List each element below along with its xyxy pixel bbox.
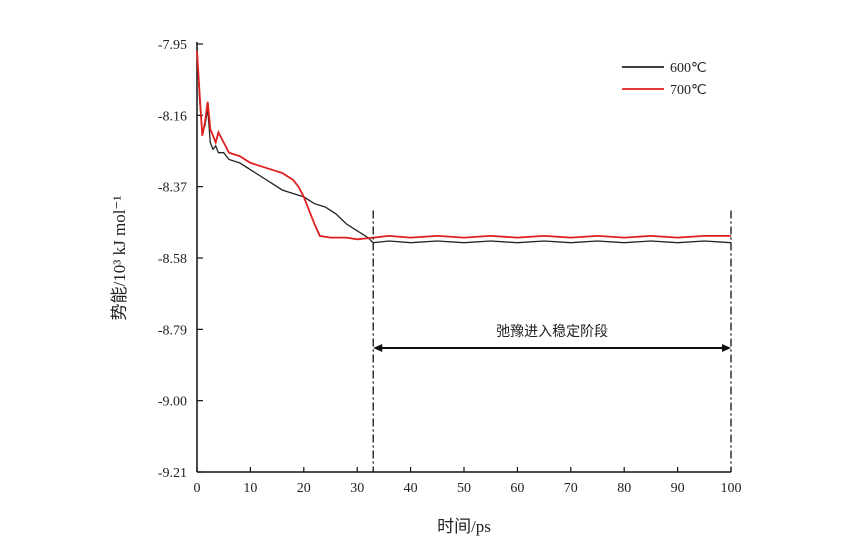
legend: 600℃ 700℃ [622,61,707,98]
arrow-head-right [722,344,731,353]
x-tick-label: 50 [457,481,471,496]
series-line-600c [196,47,732,244]
y-tick-label: -8.16 [158,109,187,124]
y-tick-label: -8.79 [158,323,187,338]
x-tick-label: 70 [564,481,578,496]
x-tick-label: 80 [617,481,631,496]
y-tick-label: -7.95 [158,38,187,53]
y-tick-label: -8.58 [158,252,187,267]
x-tick-label: 100 [721,481,742,496]
x-tick-label: 90 [671,481,685,496]
x-tick-label: 20 [297,481,311,496]
legend-label: 700℃ [670,83,707,98]
arrow-head-left [373,344,383,353]
x-tick-label: 30 [350,481,364,496]
annotation-group: 弛豫进入稳定阶段 [372,210,732,472]
x-axis-label: 时间/ps [437,517,491,536]
x-tick-label: 0 [194,481,201,496]
axes: 0 10 20 30 40 50 60 70 80 90 100 -7.95 -8.16 -8.37 -8.… [158,38,742,496]
x-tick-label: 40 [404,481,418,496]
y-axis-label: 势能/10³ kJ mol⁻¹ [110,196,129,321]
y-tick-label: -8.37 [158,181,187,196]
series-line-700c [196,50,731,241]
x-tick-label: 60 [510,481,524,496]
series-group [196,47,732,244]
y-tick-label: -9.00 [158,395,187,410]
annotation-text: 弛豫进入稳定阶段 [496,324,608,340]
legend-label: 600℃ [670,61,707,76]
y-tick-label: -9.21 [158,466,187,481]
x-tick-label: 10 [243,481,257,496]
